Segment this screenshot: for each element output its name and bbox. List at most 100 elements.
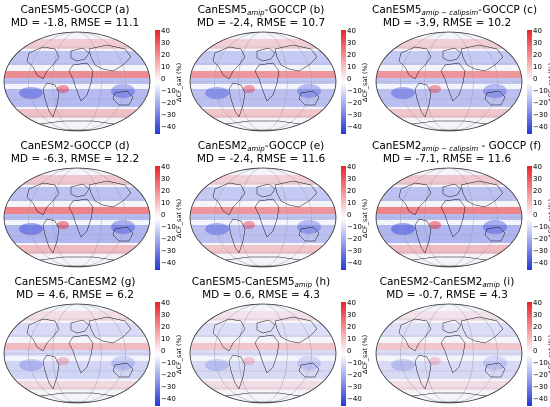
panel-stats: MD = -2.4, RMSE = 10.7 bbox=[196, 17, 326, 29]
global-map bbox=[189, 303, 337, 404]
panel-title-suffix: -GOCCP (b) bbox=[264, 4, 325, 16]
colorbar-tick: 40 bbox=[347, 299, 356, 307]
colorbar-tick: 20 bbox=[161, 51, 170, 59]
colorbar: 40 30 20 10 0 −10 −20 −30 −40 ΔCF_sat (%) bbox=[155, 299, 183, 406]
global-map bbox=[375, 303, 523, 404]
colorbar-tick: −30 bbox=[347, 247, 362, 255]
colorbar-tick: −30 bbox=[161, 111, 176, 119]
colorbar-tick: 10 bbox=[347, 199, 356, 207]
map-panel: CanESM5amip-GOCCP (b) MD = -2.4, RMSE = 1… bbox=[186, 0, 369, 135]
colorbar-gradient bbox=[341, 30, 346, 134]
panel-title: CanESM5amip-GOCCP (b) bbox=[186, 4, 336, 19]
colorbar-tick: 30 bbox=[347, 39, 356, 47]
colorbar-gradient bbox=[527, 302, 532, 406]
colorbar-tick: 0 bbox=[161, 211, 166, 219]
panel-title-base: CanESM5 bbox=[197, 4, 248, 16]
panel-title-suffix: (h) bbox=[312, 276, 331, 288]
colorbar-tick: 10 bbox=[347, 63, 356, 71]
colorbar-label: ΔCF_sat (%) bbox=[361, 198, 369, 238]
colorbar-tick: 30 bbox=[533, 175, 542, 183]
colorbar-tick: −30 bbox=[533, 383, 548, 391]
map-panel: CanESM5-CanESM2 (g) MD = 4.6, RMSE = 6.2 4… bbox=[0, 272, 183, 407]
colorbar-tick: 20 bbox=[533, 187, 542, 195]
colorbar-tick: 10 bbox=[347, 335, 356, 343]
colorbar-tick: 30 bbox=[161, 311, 170, 319]
panel-title-subscript: amip bbox=[247, 145, 265, 153]
panel-title-base: CanESM5-CanESM5 bbox=[191, 276, 295, 288]
global-map bbox=[3, 31, 151, 132]
colorbar-tick: 20 bbox=[347, 51, 356, 59]
panel-title-subscript: amip bbox=[294, 281, 313, 289]
colorbar-tick: 30 bbox=[161, 175, 170, 183]
panel-title-suffix: -GOCCP (e) bbox=[264, 140, 325, 152]
colorbar-tick: 0 bbox=[161, 347, 166, 355]
global-map bbox=[189, 167, 337, 268]
colorbar-tick: 40 bbox=[533, 163, 542, 171]
panel-title: CanESM2-GOCCP (d) bbox=[0, 140, 150, 152]
colorbar-tick: 0 bbox=[347, 75, 352, 83]
map-panel: CanESM2-GOCCP (d) MD = -6.3, RMSE = 12.2 4… bbox=[0, 136, 183, 271]
colorbar: 40 30 20 10 0 −10 −20 −30 −40 ΔCF_sat (%) bbox=[155, 163, 183, 270]
panel-stats: MD = -7.1, RMSE = 11.6 bbox=[382, 153, 512, 165]
panel-title: CanESM2amip-GOCCP (e) bbox=[186, 140, 336, 155]
colorbar-tick: −40 bbox=[347, 395, 362, 403]
colorbar-tick: 30 bbox=[347, 175, 356, 183]
colorbar-tick: −10 bbox=[347, 359, 362, 367]
colorbar-tick: 40 bbox=[533, 299, 542, 307]
global-map bbox=[375, 31, 523, 132]
colorbar-tick: 30 bbox=[347, 311, 356, 319]
colorbar-gradient bbox=[527, 30, 532, 134]
colorbar-tick: −10 bbox=[347, 223, 362, 231]
panel-title-subscript: amip − calipsim bbox=[421, 9, 479, 17]
colorbar-tick: −20 bbox=[347, 371, 362, 379]
colorbar-tick: 20 bbox=[347, 323, 356, 331]
colorbar-tick: −30 bbox=[347, 383, 362, 391]
colorbar-gradient bbox=[155, 166, 160, 270]
colorbar-tick: −40 bbox=[533, 259, 548, 267]
colorbar-tick: 40 bbox=[161, 163, 170, 171]
colorbar-tick: 0 bbox=[347, 347, 352, 355]
global-map bbox=[3, 167, 151, 268]
colorbar-tick: 40 bbox=[161, 27, 170, 35]
colorbar-tick: −10 bbox=[533, 223, 548, 231]
colorbar-tick: 0 bbox=[347, 211, 352, 219]
map-panel: CanESM5-CanESM5amip (h) MD = 0.6, RMSE = … bbox=[186, 272, 369, 407]
colorbar-tick: 10 bbox=[533, 199, 542, 207]
colorbar-tick: −40 bbox=[533, 395, 548, 403]
colorbar-gradient bbox=[155, 302, 160, 406]
colorbar: 40 30 20 10 0 −10 −20 −30 −40 ΔCF_sat (%) bbox=[155, 27, 183, 134]
panel-title: CanESM5-GOCCP (a) bbox=[0, 4, 150, 16]
map-panel: CanESM2-CanESM2amip (i) MD = -0.7, RMSE =… bbox=[372, 272, 550, 407]
colorbar-tick: −20 bbox=[161, 371, 176, 379]
colorbar: 40 30 20 10 0 −10 −20 −30 −40 ΔCF_sat (%) bbox=[341, 299, 369, 406]
colorbar-tick: 10 bbox=[533, 335, 542, 343]
colorbar-tick: 20 bbox=[161, 323, 170, 331]
panel-title-base: CanESM5-GOCCP (a) bbox=[20, 4, 130, 16]
panel-title-base: CanESM2-GOCCP (d) bbox=[20, 140, 130, 152]
panel-stats: MD = -3.9, RMSE = 10.2 bbox=[382, 17, 512, 29]
panel-title-base: CanESM2 bbox=[372, 140, 422, 152]
colorbar-tick: 10 bbox=[533, 63, 542, 71]
colorbar-tick: 40 bbox=[347, 163, 356, 171]
colorbar-label: ΔCF_sat (%) bbox=[361, 334, 369, 374]
map-panel: CanESM2amip-GOCCP (e) MD = -2.4, RMSE = 1… bbox=[186, 136, 369, 271]
colorbar-tick: −20 bbox=[533, 99, 548, 107]
panel-title-suffix: -GOCCP (c) bbox=[478, 4, 538, 16]
colorbar-gradient bbox=[341, 302, 346, 406]
colorbar: 40 30 20 10 0 −10 −20 −30 −40 ΔCF_sat (%) bbox=[341, 27, 369, 134]
colorbar-tick: −40 bbox=[347, 123, 362, 131]
colorbar: 40 30 20 10 0 −10 −20 −30 −40 ΔCF_sat (%) bbox=[527, 299, 550, 406]
colorbar-tick: −10 bbox=[161, 359, 176, 367]
colorbar-tick: −30 bbox=[533, 247, 548, 255]
panel-title: CanESM5-CanESM5amip (h) bbox=[186, 276, 336, 291]
colorbar-tick: 20 bbox=[533, 51, 542, 59]
colorbar-tick: 40 bbox=[347, 27, 356, 35]
panel-title: CanESM5amip − calipsim-GOCCP (c) bbox=[372, 4, 537, 19]
colorbar-tick: 20 bbox=[347, 187, 356, 195]
colorbar-tick: −10 bbox=[161, 87, 176, 95]
colorbar-label: ΔCF_sat (%) bbox=[175, 198, 183, 238]
panel-title-base: CanESM2 bbox=[197, 140, 248, 152]
colorbar-tick: −10 bbox=[533, 359, 548, 367]
map-panel: CanESM2amip − calipsim - GOCCP (f) MD = -… bbox=[372, 136, 550, 271]
map-panel: CanESM5-GOCCP (a) MD = -1.8, RMSE = 11.1 4… bbox=[0, 0, 183, 135]
